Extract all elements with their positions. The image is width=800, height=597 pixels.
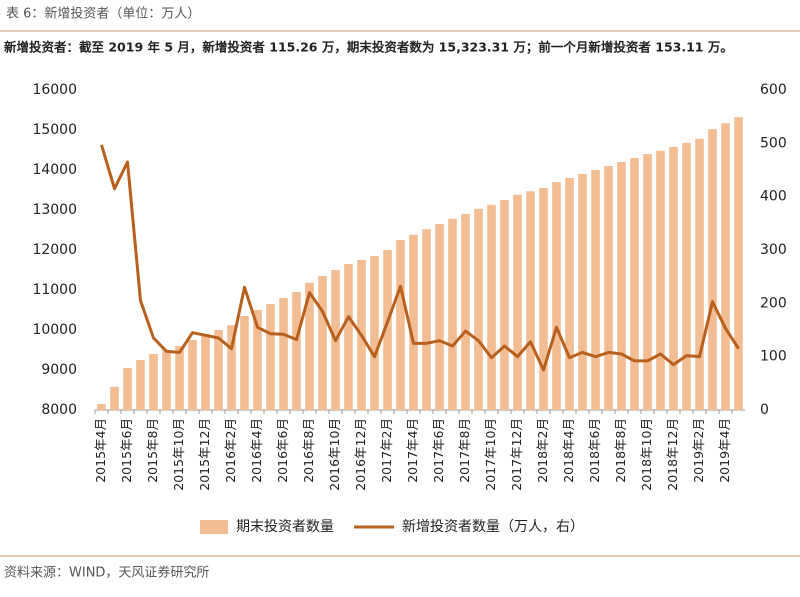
legend: 期末投资者数量 新增投资者数量（万人，右） bbox=[200, 519, 584, 535]
x-tick-label: 2018年2月 bbox=[535, 418, 550, 483]
bar bbox=[318, 276, 327, 410]
bar bbox=[526, 191, 535, 410]
bar bbox=[97, 404, 106, 410]
x-tick-label: 2018年4月 bbox=[561, 418, 576, 483]
bar bbox=[279, 298, 288, 410]
x-tick-label: 2017年6月 bbox=[431, 418, 446, 483]
y-tick-label: 15000 bbox=[32, 122, 77, 138]
bar bbox=[110, 386, 119, 410]
bar bbox=[240, 316, 249, 410]
bar bbox=[461, 214, 470, 410]
bar bbox=[201, 334, 210, 410]
footer-source: 资料来源：WIND，天风证券研究所 bbox=[4, 565, 209, 581]
x-tick-label: 2017年8月 bbox=[457, 418, 472, 483]
header-title: 表 6：新增投资者（单位：万人） bbox=[6, 6, 200, 22]
x-tick-label: 2016年2月 bbox=[223, 418, 238, 483]
x-tick-label: 2015年4月 bbox=[93, 418, 108, 483]
x-tick-label: 2016年6月 bbox=[275, 418, 290, 483]
x-tick-label: 2015年6月 bbox=[119, 418, 134, 483]
y-tick-label: 16000 bbox=[32, 82, 77, 98]
bar bbox=[292, 292, 301, 410]
y2-tick-label: 300 bbox=[760, 242, 787, 258]
x-tick-label: 2016年4月 bbox=[249, 418, 264, 483]
bar bbox=[253, 310, 262, 410]
bar bbox=[682, 142, 691, 411]
bar bbox=[695, 138, 704, 411]
legend-label: 期末投资者数量 bbox=[236, 519, 334, 535]
bar bbox=[513, 194, 522, 410]
x-tick-label: 2015年12月 bbox=[197, 418, 212, 491]
bar bbox=[708, 129, 717, 410]
bar bbox=[721, 123, 730, 410]
bar bbox=[409, 234, 418, 410]
bar bbox=[591, 170, 600, 410]
legend-swatch bbox=[200, 520, 228, 534]
y2-tick-label: 100 bbox=[760, 349, 787, 365]
y2-tick-label: 0 bbox=[760, 402, 769, 418]
bar bbox=[604, 166, 613, 410]
bar bbox=[669, 146, 678, 411]
bar bbox=[396, 240, 405, 410]
y-tick-label: 11000 bbox=[32, 282, 77, 298]
y2-tick-label: 400 bbox=[760, 189, 787, 205]
legend-label: 新增投资者数量（万人，右） bbox=[402, 519, 584, 535]
y2-tick-label: 600 bbox=[760, 82, 787, 98]
bar bbox=[188, 340, 197, 410]
bar bbox=[656, 150, 665, 411]
bar bbox=[435, 224, 444, 410]
bar bbox=[383, 250, 392, 410]
bar bbox=[565, 178, 574, 410]
bar bbox=[422, 229, 431, 410]
y-tick-label: 10000 bbox=[32, 322, 77, 338]
x-tick-label: 2015年8月 bbox=[145, 418, 160, 483]
x-tick-label: 2019年2月 bbox=[691, 418, 706, 483]
y-tick-label: 8000 bbox=[41, 402, 77, 418]
x-tick-label: 2018年6月 bbox=[587, 418, 602, 483]
header-subtitle: 新增投资者：截至 2019 年 5 月，新增投资者 115.26 万，期末投资者… bbox=[4, 40, 733, 55]
bar bbox=[487, 204, 496, 410]
bar bbox=[552, 182, 561, 410]
bar bbox=[305, 282, 314, 410]
bar bbox=[617, 162, 626, 410]
bar bbox=[448, 218, 457, 410]
y-tick-label: 13000 bbox=[32, 202, 77, 218]
bar bbox=[344, 264, 353, 410]
y-tick-label: 14000 bbox=[32, 162, 77, 178]
bar bbox=[175, 346, 184, 410]
bar bbox=[474, 208, 483, 410]
y-tick-label: 9000 bbox=[41, 362, 77, 378]
x-tick-label: 2016年10月 bbox=[327, 418, 342, 491]
x-tick-label: 2017年12月 bbox=[509, 418, 524, 491]
bar bbox=[162, 350, 171, 410]
bar bbox=[578, 174, 587, 410]
x-tick-label: 2018年8月 bbox=[613, 418, 628, 483]
x-tick-label: 2017年4月 bbox=[405, 418, 420, 483]
x-tick-label: 2017年2月 bbox=[379, 418, 394, 483]
x-tick-label: 2015年10月 bbox=[171, 418, 186, 491]
x-tick-label: 2018年12月 bbox=[665, 418, 680, 491]
x-tick-label: 2016年12月 bbox=[353, 418, 368, 491]
bar bbox=[734, 117, 743, 410]
bar bbox=[500, 200, 509, 410]
bar bbox=[266, 304, 275, 410]
bar bbox=[136, 360, 145, 410]
line bbox=[100, 144, 740, 372]
y2-tick-label: 500 bbox=[760, 135, 787, 151]
x-tick-label: 2016年8月 bbox=[301, 418, 316, 483]
bar bbox=[643, 154, 652, 410]
bar bbox=[214, 330, 223, 410]
bar bbox=[123, 368, 132, 410]
x-tick-label: 2019年4月 bbox=[717, 418, 732, 483]
y-tick-label: 12000 bbox=[32, 242, 77, 258]
bar bbox=[227, 325, 236, 410]
bar bbox=[149, 354, 158, 410]
x-tick-label: 2018年10月 bbox=[639, 418, 654, 491]
x-tick-label: 2017年10月 bbox=[483, 418, 498, 491]
bar bbox=[370, 256, 379, 410]
bar bbox=[630, 158, 639, 410]
bar bbox=[539, 188, 548, 410]
y2-tick-label: 200 bbox=[760, 295, 787, 311]
